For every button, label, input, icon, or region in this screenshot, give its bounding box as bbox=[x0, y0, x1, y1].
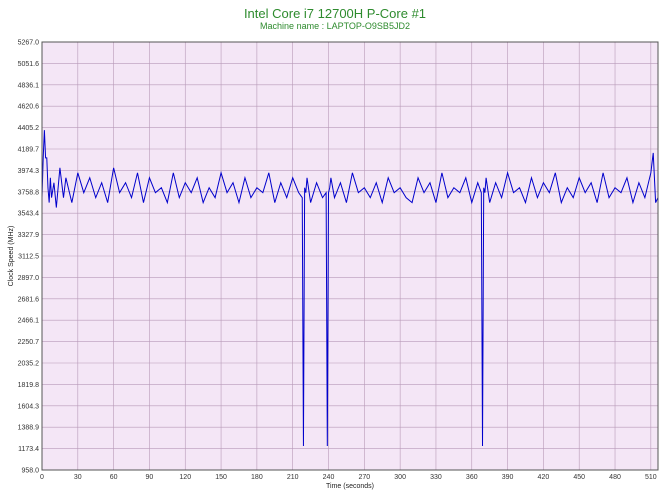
y-tick-label: 2466.1 bbox=[18, 318, 40, 325]
y-tick-label: 2681.6 bbox=[18, 296, 40, 303]
y-tick-label: 2250.7 bbox=[18, 339, 40, 346]
x-tick-label: 60 bbox=[110, 474, 118, 481]
x-tick-label: 330 bbox=[430, 474, 442, 481]
x-tick-label: 300 bbox=[394, 474, 406, 481]
y-tick-label: 3543.4 bbox=[18, 211, 40, 218]
x-tick-label: 480 bbox=[609, 474, 621, 481]
x-tick-label: 150 bbox=[215, 474, 227, 481]
y-tick-label: 1819.8 bbox=[18, 382, 40, 389]
x-tick-label: 360 bbox=[466, 474, 478, 481]
y-tick-label: 2897.0 bbox=[18, 275, 40, 282]
y-tick-label: 958.0 bbox=[21, 468, 39, 475]
y-tick-label: 1173.4 bbox=[18, 446, 39, 453]
x-axis-label: Time (seconds) bbox=[326, 483, 374, 490]
y-tick-label: 4405.2 bbox=[18, 125, 40, 132]
clock-speed-series-line bbox=[41, 130, 659, 446]
x-tick-label: 120 bbox=[179, 474, 191, 481]
x-tick-label: 90 bbox=[146, 474, 154, 481]
y-tick-label: 4620.6 bbox=[18, 104, 40, 111]
chart-subtitle: Machine name : LAPTOP-O9SB5JD2 bbox=[260, 21, 410, 31]
y-tick-label: 1604.3 bbox=[18, 403, 40, 410]
x-tick-label: 510 bbox=[645, 474, 657, 481]
x-tick-label: 30 bbox=[74, 474, 82, 481]
x-tick-label: 240 bbox=[323, 474, 335, 481]
plot-border bbox=[41, 41, 659, 471]
x-tick-label: 450 bbox=[573, 474, 585, 481]
grid-lines bbox=[41, 41, 658, 471]
y-tick-label: 3112.5 bbox=[18, 254, 39, 261]
y-tick-label: 4189.7 bbox=[18, 147, 40, 154]
y-tick-label: 3974.3 bbox=[18, 168, 40, 175]
x-tick-labels: 0 30 60 90 120 150 180 210 240 270 300 330 360 390 420… bbox=[40, 474, 657, 481]
y-tick-label: 4836.1 bbox=[18, 82, 40, 89]
x-tick-label: 390 bbox=[502, 474, 514, 481]
x-tick-label: 420 bbox=[538, 474, 550, 481]
x-tick-label: 180 bbox=[251, 474, 263, 481]
y-axis-label: Clock Speed (MHz) bbox=[8, 226, 15, 287]
x-tick-label: 0 bbox=[40, 474, 44, 481]
x-tick-label: 270 bbox=[358, 474, 370, 481]
y-tick-label: 2035.2 bbox=[18, 361, 40, 368]
y-tick-label: 3758.8 bbox=[18, 189, 40, 196]
x-tick-label: 210 bbox=[287, 474, 299, 481]
y-tick-label: 1388.9 bbox=[18, 425, 40, 432]
y-tick-label: 5051.6 bbox=[18, 61, 40, 68]
y-tick-label: 3327.9 bbox=[18, 232, 40, 239]
chart-title: Intel Core i7 12700H P-Core #1 bbox=[243, 6, 427, 21]
y-tick-labels: 958.0 1173.4 1388.9 1604.3 1819.8 2035.2 2250.… bbox=[18, 40, 40, 475]
y-tick-label: 5267.0 bbox=[18, 40, 40, 47]
